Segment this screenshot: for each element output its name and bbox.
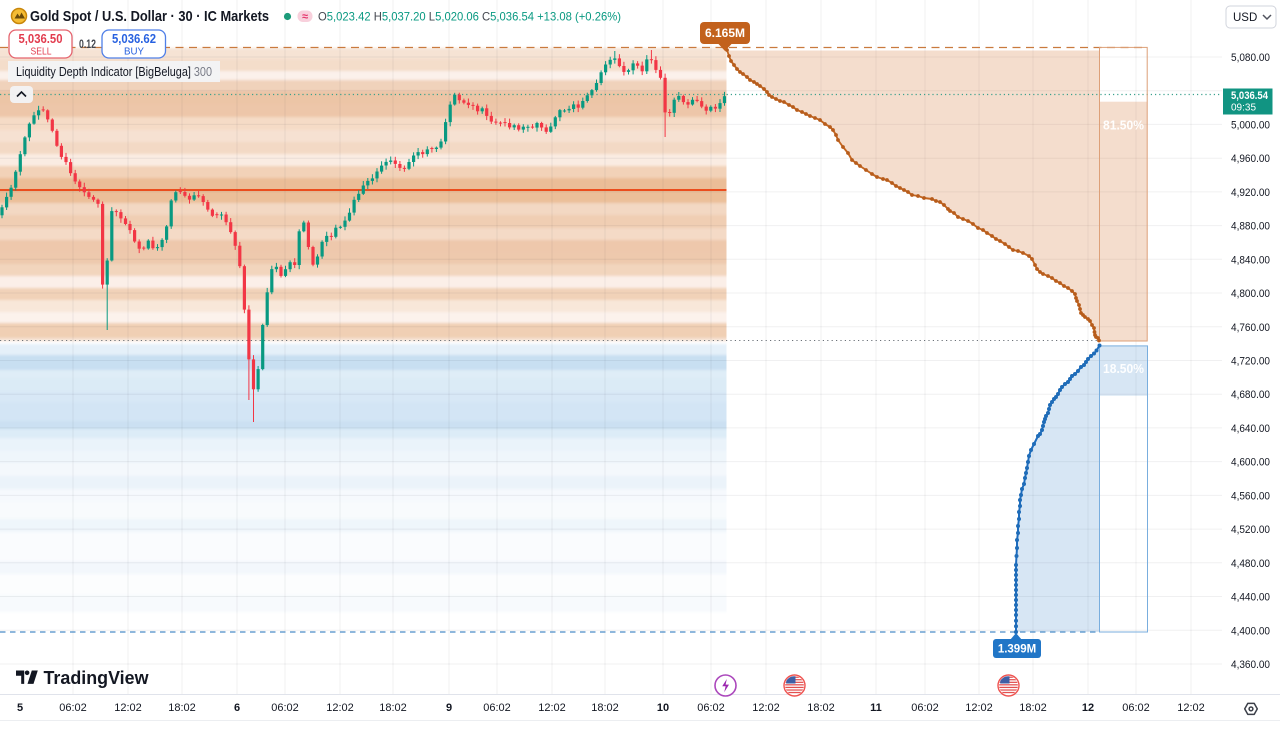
svg-text:0.12: 0.12 — [79, 39, 96, 51]
svg-text:12:02: 12:02 — [965, 702, 993, 714]
svg-text:4,720.00: 4,720.00 — [1231, 356, 1270, 368]
svg-text:4,520.00: 4,520.00 — [1231, 524, 1270, 536]
svg-text:18:02: 18:02 — [1019, 702, 1047, 714]
svg-text:10: 10 — [657, 702, 669, 714]
svg-text:06:02: 06:02 — [59, 702, 87, 714]
svg-text:06:02: 06:02 — [483, 702, 511, 714]
svg-text:06:02: 06:02 — [1122, 702, 1150, 714]
svg-text:12:02: 12:02 — [1177, 702, 1205, 714]
svg-text:4,960.00: 4,960.00 — [1231, 153, 1270, 165]
svg-text:4,480.00: 4,480.00 — [1231, 558, 1270, 570]
svg-text:4,640.00: 4,640.00 — [1231, 423, 1270, 435]
svg-text:12:02: 12:02 — [752, 702, 780, 714]
svg-text:4,760.00: 4,760.00 — [1231, 322, 1270, 334]
svg-text:9: 9 — [446, 702, 452, 714]
svg-text:18:02: 18:02 — [807, 702, 835, 714]
svg-text:12:02: 12:02 — [326, 702, 354, 714]
svg-text:4,840.00: 4,840.00 — [1231, 254, 1270, 266]
svg-text:6.165M: 6.165M — [705, 26, 745, 40]
svg-text:06:02: 06:02 — [697, 702, 725, 714]
svg-text:4,880.00: 4,880.00 — [1231, 221, 1270, 233]
svg-text:5,036.62: 5,036.62 — [112, 32, 156, 46]
svg-text:O5,023.42 H5,037.20 L5,020.06: O5,023.42 H5,037.20 L5,020.06 C5,036.54 … — [318, 10, 621, 24]
svg-text:18:02: 18:02 — [591, 702, 619, 714]
svg-text:18:02: 18:02 — [168, 702, 196, 714]
svg-text:4,680.00: 4,680.00 — [1231, 389, 1270, 401]
svg-text:≈: ≈ — [302, 11, 308, 23]
svg-text:BUY: BUY — [124, 46, 144, 58]
svg-text:Gold Spot / U.S. Dollar · 30 ·: Gold Spot / U.S. Dollar · 30 · IC Market… — [30, 8, 269, 25]
svg-text:06:02: 06:02 — [271, 702, 299, 714]
svg-text:4,600.00: 4,600.00 — [1231, 457, 1270, 469]
svg-text:4,400.00: 4,400.00 — [1231, 625, 1270, 637]
svg-text:USD: USD — [1233, 12, 1257, 24]
svg-text:1.399M: 1.399M — [998, 644, 1036, 656]
svg-text:81.50%: 81.50% — [1103, 118, 1144, 133]
svg-text:11: 11 — [870, 702, 882, 714]
svg-text:4,440.00: 4,440.00 — [1231, 592, 1270, 604]
svg-text:18:02: 18:02 — [379, 702, 407, 714]
svg-text:12:02: 12:02 — [114, 702, 142, 714]
svg-text:TradingView: TradingView — [44, 667, 150, 688]
svg-text:4,800.00: 4,800.00 — [1231, 288, 1270, 300]
svg-text:5,036.50: 5,036.50 — [19, 32, 63, 46]
svg-text:4,560.00: 4,560.00 — [1231, 490, 1270, 502]
svg-text:6: 6 — [234, 702, 240, 714]
svg-text:5,036.54: 5,036.54 — [1231, 90, 1269, 102]
svg-text:SELL: SELL — [31, 46, 52, 58]
svg-text:18.50%: 18.50% — [1103, 361, 1144, 376]
svg-text:12: 12 — [1082, 702, 1094, 714]
svg-text:4,920.00: 4,920.00 — [1231, 187, 1270, 199]
svg-text:4,360.00: 4,360.00 — [1231, 659, 1270, 671]
svg-text:09:35: 09:35 — [1231, 103, 1256, 114]
svg-text:Liquidity Depth Indicator [Big: Liquidity Depth Indicator [BigBeluga] 30… — [16, 64, 212, 79]
svg-text:06:02: 06:02 — [911, 702, 939, 714]
svg-text:5: 5 — [17, 702, 23, 714]
svg-text:5,000.00: 5,000.00 — [1231, 119, 1270, 131]
svg-text:12:02: 12:02 — [538, 702, 566, 714]
svg-text:5,080.00: 5,080.00 — [1231, 52, 1270, 64]
